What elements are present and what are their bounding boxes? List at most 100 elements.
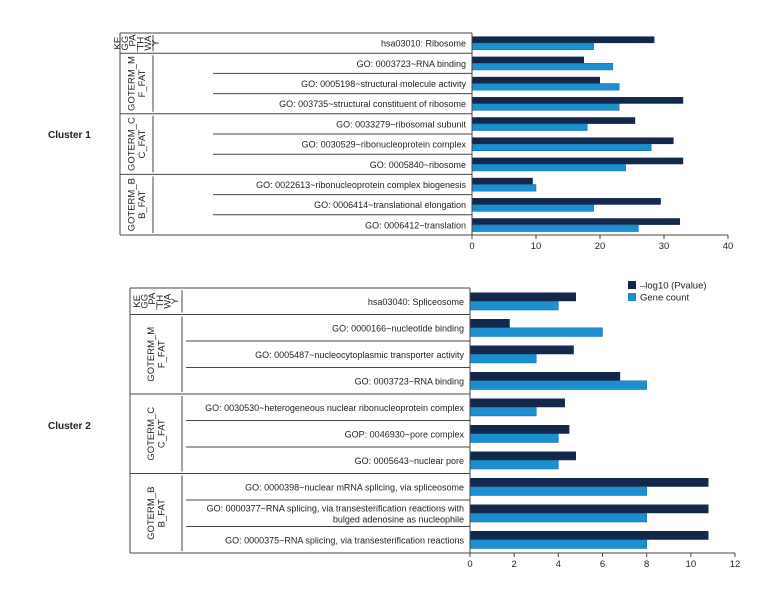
bar-pvalue [472, 218, 680, 225]
group-label-line: GG [140, 294, 151, 309]
category-label: GO: 0000398~nuclear mRNA splicing, via s… [245, 482, 464, 492]
group-label-line: GOTERM_C [146, 407, 157, 461]
bar-pvalue [472, 36, 655, 44]
x-tick-label: 20 [595, 241, 606, 252]
category-label: GO: 0033279~ribosomal subunit [336, 119, 466, 129]
bar-pvalue [472, 76, 600, 84]
group-label-4: GOTERM_BB_FAT [127, 178, 149, 231]
category-label: GO: 0000166~nucleotide binding [332, 323, 464, 333]
group-label-line: Y [150, 39, 161, 46]
category-label-line: GO: 0005198~structural molecule activity [301, 79, 466, 89]
category-label-line: GO: 0006414~translational elongation [314, 200, 466, 210]
category-label-line: GO: 0005487~nucleocytoplasmic transporte… [255, 350, 464, 360]
x-tick-label: 12 [730, 559, 741, 570]
group-label-line: GOTERM_C [127, 117, 138, 171]
legend-swatch-pvalue [628, 281, 636, 289]
bar-pvalue [472, 198, 661, 205]
group-label-2: GOTERM_MF_FAT [127, 56, 149, 111]
group-label-line: TH [135, 37, 146, 50]
group-label-line: F_FAT [137, 69, 148, 97]
group-label-3: GOTERM_CC_FAT [127, 117, 149, 171]
bar-gene-count [471, 63, 614, 71]
group-label-line: F_FAT [157, 340, 168, 368]
bar-pvalue [470, 398, 565, 408]
bar-pvalue [472, 157, 684, 165]
category-label-line: GO: 0033279~ribosomal subunit [336, 119, 466, 129]
bar-gene-count [471, 103, 620, 111]
category-label-line: GO: 0005840~ribosome [370, 160, 466, 170]
bar-gene-count [471, 184, 537, 192]
category-label: hsa03010: Ribosome [381, 39, 466, 49]
group-label-line: _PA [128, 34, 139, 53]
category-label: GO: 0005198~structural molecule activity [301, 79, 466, 89]
bar-gene-count [469, 327, 603, 337]
category-label-line: hsa03040: Spliceosome [368, 297, 464, 307]
category-label: hsa03040: Spliceosome [368, 297, 464, 307]
group-label-line: GOTERM_M [127, 56, 138, 111]
bar-pvalue [472, 97, 684, 104]
bar-pvalue [470, 531, 709, 540]
x-tick-label: 0 [469, 241, 474, 252]
category-label: GO: 003735~structural constituent of rib… [279, 99, 466, 109]
bar-pvalue [470, 372, 621, 381]
bar-gene-count [469, 539, 647, 549]
category-label: GO: 0006414~translational elongation [314, 200, 466, 210]
category-label: GO: 0030530~heterogeneous nuclear ribonu… [205, 403, 464, 413]
group-label-line: WA [143, 35, 154, 51]
bar-pvalue [472, 137, 674, 145]
category-label-line: GO: 0000166~nucleotide binding [332, 323, 464, 333]
bar-gene-count [471, 42, 594, 51]
group-label-4: GOTERM_BB_FAT [146, 487, 168, 540]
bar-gene-count [471, 83, 620, 91]
bar-gene-count [471, 143, 652, 152]
group-label-line: GOTERM_B [146, 487, 157, 540]
bar-gene-count [469, 460, 559, 470]
category-label: GO: 0000377~RNA splicing, via transester… [207, 503, 464, 524]
category-label-line: GO: 003735~structural constituent of rib… [279, 99, 466, 109]
group-label-line: B_FAT [157, 499, 168, 528]
category-label-line: GO: 0000375~RNA splicing, via transester… [225, 535, 464, 545]
category-label-line: hsa03010: Ribosome [381, 39, 466, 49]
group-label-2: GOTERM_MF_FAT [146, 327, 168, 382]
category-label: GO: 0003723~RNA binding [357, 59, 466, 69]
bar-pvalue [470, 451, 576, 461]
bar-pvalue [470, 425, 570, 434]
bar-pvalue [472, 56, 584, 64]
category-label: GO: 0005643~nuclear pore [355, 456, 464, 466]
legend-label-gene-count: Gene count [640, 293, 689, 304]
bar-gene-count [469, 301, 559, 311]
x-tick-label: 4 [556, 559, 561, 570]
group-label-line: C_FAT [137, 129, 148, 158]
bar-pvalue [470, 319, 510, 328]
group-label-line: C_FAT [157, 419, 168, 448]
category-label-line: GO: 0003723~RNA binding [355, 376, 464, 386]
bar-pvalue [470, 292, 576, 302]
bar-pvalue [470, 345, 574, 355]
group-label-line: GG [120, 36, 131, 51]
category-label-line: GO: 0006412~translation [365, 220, 466, 230]
category-label: GO: 0030529~ribonucleoprotein complex [302, 140, 467, 150]
legend-swatch-gene-count [628, 293, 636, 301]
bar-gene-count [471, 204, 594, 212]
x-tick-label: 2 [512, 559, 517, 570]
bar-gene-count [469, 407, 537, 417]
group-label-line: GOTERM_B [127, 178, 138, 231]
group-label-line: KE [112, 37, 123, 50]
category-label-line: GO: 0030530~heterogeneous nuclear ribonu… [205, 403, 464, 413]
bar-gene-count [469, 433, 559, 443]
category-label: GO: 0000375~RNA splicing, via transester… [225, 535, 464, 545]
category-label: GOP: 0046930~pore complex [345, 429, 465, 439]
bar-gene-count [469, 354, 537, 364]
category-label: GO: 0006412~translation [365, 220, 466, 230]
category-label-line: GO: 0000377~RNA splicing, via transester… [207, 503, 464, 513]
category-label: GO: 0022613~ribonucleoprotein complex bi… [256, 180, 466, 190]
bar-gene-count [469, 513, 647, 523]
legend-label-pvalue: –log10 (Pvalue) [640, 281, 707, 292]
bar-gene-count [471, 164, 626, 172]
category-label: GO: 0005487~nucleocytoplasmic transporte… [255, 350, 464, 360]
group-label-line: KE [132, 295, 143, 308]
bar-gene-count [469, 486, 647, 496]
bar-gene-count [469, 380, 647, 390]
category-label-line: GOP: 0046930~pore complex [345, 429, 465, 439]
